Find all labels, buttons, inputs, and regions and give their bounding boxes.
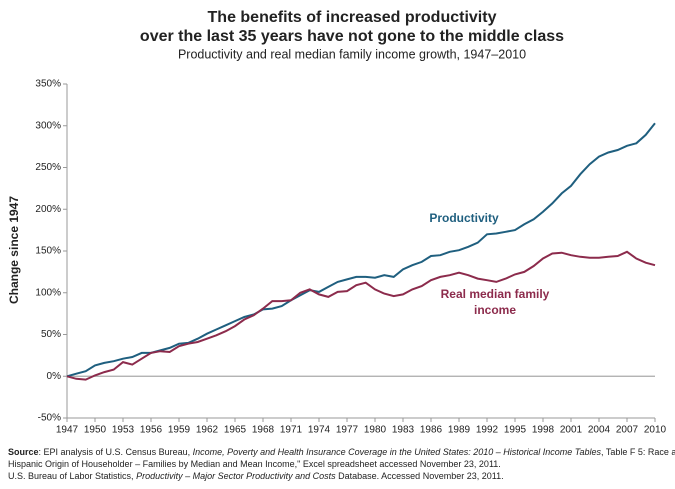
source-segment: : EPI analysis of U.S. Census Bureau, <box>39 447 193 457</box>
x-tick-label: 2007 <box>616 425 639 436</box>
x-tick-label: 2004 <box>588 425 611 436</box>
x-tick-label: 2001 <box>560 425 583 436</box>
chart-title: The benefits of increased productivity <box>208 9 497 26</box>
x-tick-label: 1968 <box>252 425 275 436</box>
x-tick-label: 1998 <box>532 425 555 436</box>
source-note: Source: EPI analysis of U.S. Census Bure… <box>8 447 675 457</box>
x-tick-label: 1986 <box>420 425 443 436</box>
x-tick-label: 1992 <box>476 425 499 436</box>
chart-title: over the last 35 years have not gone to … <box>140 28 564 45</box>
source-segment: Source <box>8 447 39 457</box>
x-tick-label: 1995 <box>504 425 527 436</box>
y-tick-label: -50% <box>38 413 61 424</box>
x-tick-label: 1980 <box>364 425 387 436</box>
source-note: Hispanic Origin of Householder – Familie… <box>8 459 501 469</box>
source-segment: Database. Accessed November 23, 2011. <box>336 471 504 481</box>
x-tick-label: 1971 <box>280 425 303 436</box>
series-label: Productivity <box>429 211 499 225</box>
x-tick-label: 2010 <box>644 425 667 436</box>
source-note: U.S. Bureau of Labor Statistics, Product… <box>8 471 504 481</box>
series-line <box>66 122 656 378</box>
x-tick-label: 1974 <box>308 425 331 436</box>
y-tick-label: 200% <box>35 204 61 215</box>
x-tick-label: 1956 <box>140 425 163 436</box>
x-tick-label: 1977 <box>336 425 359 436</box>
source-segment: Income, Poverty and Health Insurance Cov… <box>193 447 602 457</box>
y-tick-label: 350% <box>35 79 61 90</box>
series-line <box>66 250 656 381</box>
y-tick-label: 300% <box>35 120 61 131</box>
x-tick-label: 1989 <box>448 425 471 436</box>
source-segment: Hispanic Origin of Householder – Familie… <box>8 459 501 469</box>
series-label: income <box>474 303 516 317</box>
y-tick-label: 50% <box>41 329 61 340</box>
source-segment: Productivity – Major Sector Productivity… <box>136 471 336 481</box>
x-tick-label: 1953 <box>112 425 135 436</box>
source-segment: , Table F 5: Race and <box>601 447 675 457</box>
x-tick-label: 1950 <box>84 425 107 436</box>
y-tick-label: 100% <box>35 287 61 298</box>
series-label: Real median family <box>441 287 550 301</box>
chart-subtitle: Productivity and real median family inco… <box>178 47 526 61</box>
y-tick-label: 250% <box>35 162 61 173</box>
x-tick-label: 1965 <box>224 425 247 436</box>
x-tick-label: 1947 <box>56 425 79 436</box>
x-tick-label: 1959 <box>168 425 191 436</box>
source-segment: U.S. Bureau of Labor Statistics, <box>8 471 136 481</box>
x-tick-label: 1962 <box>196 425 219 436</box>
y-tick-label: 0% <box>47 371 62 382</box>
y-tick-label: 150% <box>35 246 61 257</box>
y-axis-label: Change since 1947 <box>7 196 21 304</box>
x-tick-label: 1983 <box>392 425 415 436</box>
